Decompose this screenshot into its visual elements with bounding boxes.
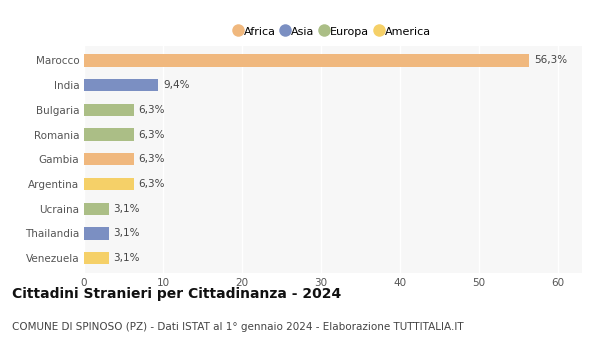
Text: 9,4%: 9,4%: [163, 80, 190, 90]
Bar: [84, 153, 134, 166]
Bar: [84, 252, 109, 264]
Bar: [84, 203, 109, 215]
Text: 3,1%: 3,1%: [113, 253, 140, 263]
Bar: [84, 104, 134, 116]
Text: 6,3%: 6,3%: [139, 179, 165, 189]
Bar: [84, 227, 109, 240]
Bar: [84, 54, 529, 66]
Text: 6,3%: 6,3%: [139, 105, 165, 115]
Text: 56,3%: 56,3%: [534, 55, 567, 65]
Text: COMUNE DI SPINOSO (PZ) - Dati ISTAT al 1° gennaio 2024 - Elaborazione TUTTITALIA: COMUNE DI SPINOSO (PZ) - Dati ISTAT al 1…: [12, 322, 464, 332]
Text: 3,1%: 3,1%: [113, 204, 140, 214]
Bar: [84, 79, 158, 91]
Text: 6,3%: 6,3%: [139, 130, 165, 140]
Text: 6,3%: 6,3%: [139, 154, 165, 164]
Text: Cittadini Stranieri per Cittadinanza - 2024: Cittadini Stranieri per Cittadinanza - 2…: [12, 287, 341, 301]
Text: 3,1%: 3,1%: [113, 229, 140, 238]
Bar: [84, 178, 134, 190]
Bar: [84, 128, 134, 141]
Legend: Africa, Asia, Europa, America: Africa, Asia, Europa, America: [230, 21, 436, 41]
